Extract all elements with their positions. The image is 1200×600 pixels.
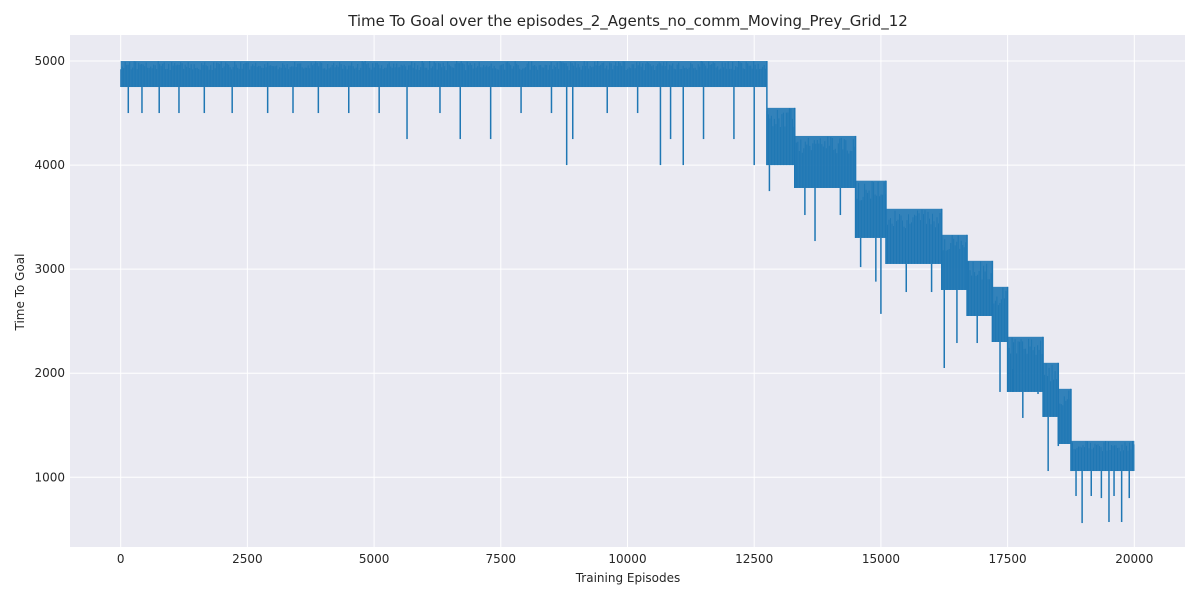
y-tick-label: 2000 xyxy=(34,366,65,380)
y-tick-label: 5000 xyxy=(34,54,65,68)
x-tick-label: 5000 xyxy=(359,552,390,566)
y-tick-label: 3000 xyxy=(34,262,65,276)
series-band-segment xyxy=(1070,440,1135,472)
y-axis-label: Time To Goal xyxy=(13,254,27,332)
x-tick-label: 2500 xyxy=(232,552,263,566)
x-axis-label: Training Episodes xyxy=(575,571,681,585)
y-axis-ticks: 1000 2000 3000 4000 5000 xyxy=(34,54,65,484)
x-tick-label: 7500 xyxy=(486,552,517,566)
series-band-segment xyxy=(885,208,943,290)
data-series xyxy=(120,61,1135,524)
y-tick-label: 1000 xyxy=(34,470,65,484)
y-tick-label: 4000 xyxy=(34,158,65,172)
x-tick-label: 20000 xyxy=(1115,552,1153,566)
x-tick-label: 12500 xyxy=(735,552,773,566)
series-band-segment xyxy=(941,234,968,316)
x-tick-label: 0 xyxy=(117,552,125,566)
x-tick-label: 10000 xyxy=(608,552,646,566)
series-band-segment xyxy=(1007,336,1044,417)
x-axis-ticks: 0 2500 5000 7500 10000 12500 15000 17500 20000 xyxy=(117,552,1154,566)
chart-title: Time To Goal over the episodes_2_Agents_… xyxy=(347,12,908,31)
series-band-segment xyxy=(120,61,768,166)
x-tick-label: 15000 xyxy=(862,552,900,566)
x-tick-label: 17500 xyxy=(989,552,1027,566)
